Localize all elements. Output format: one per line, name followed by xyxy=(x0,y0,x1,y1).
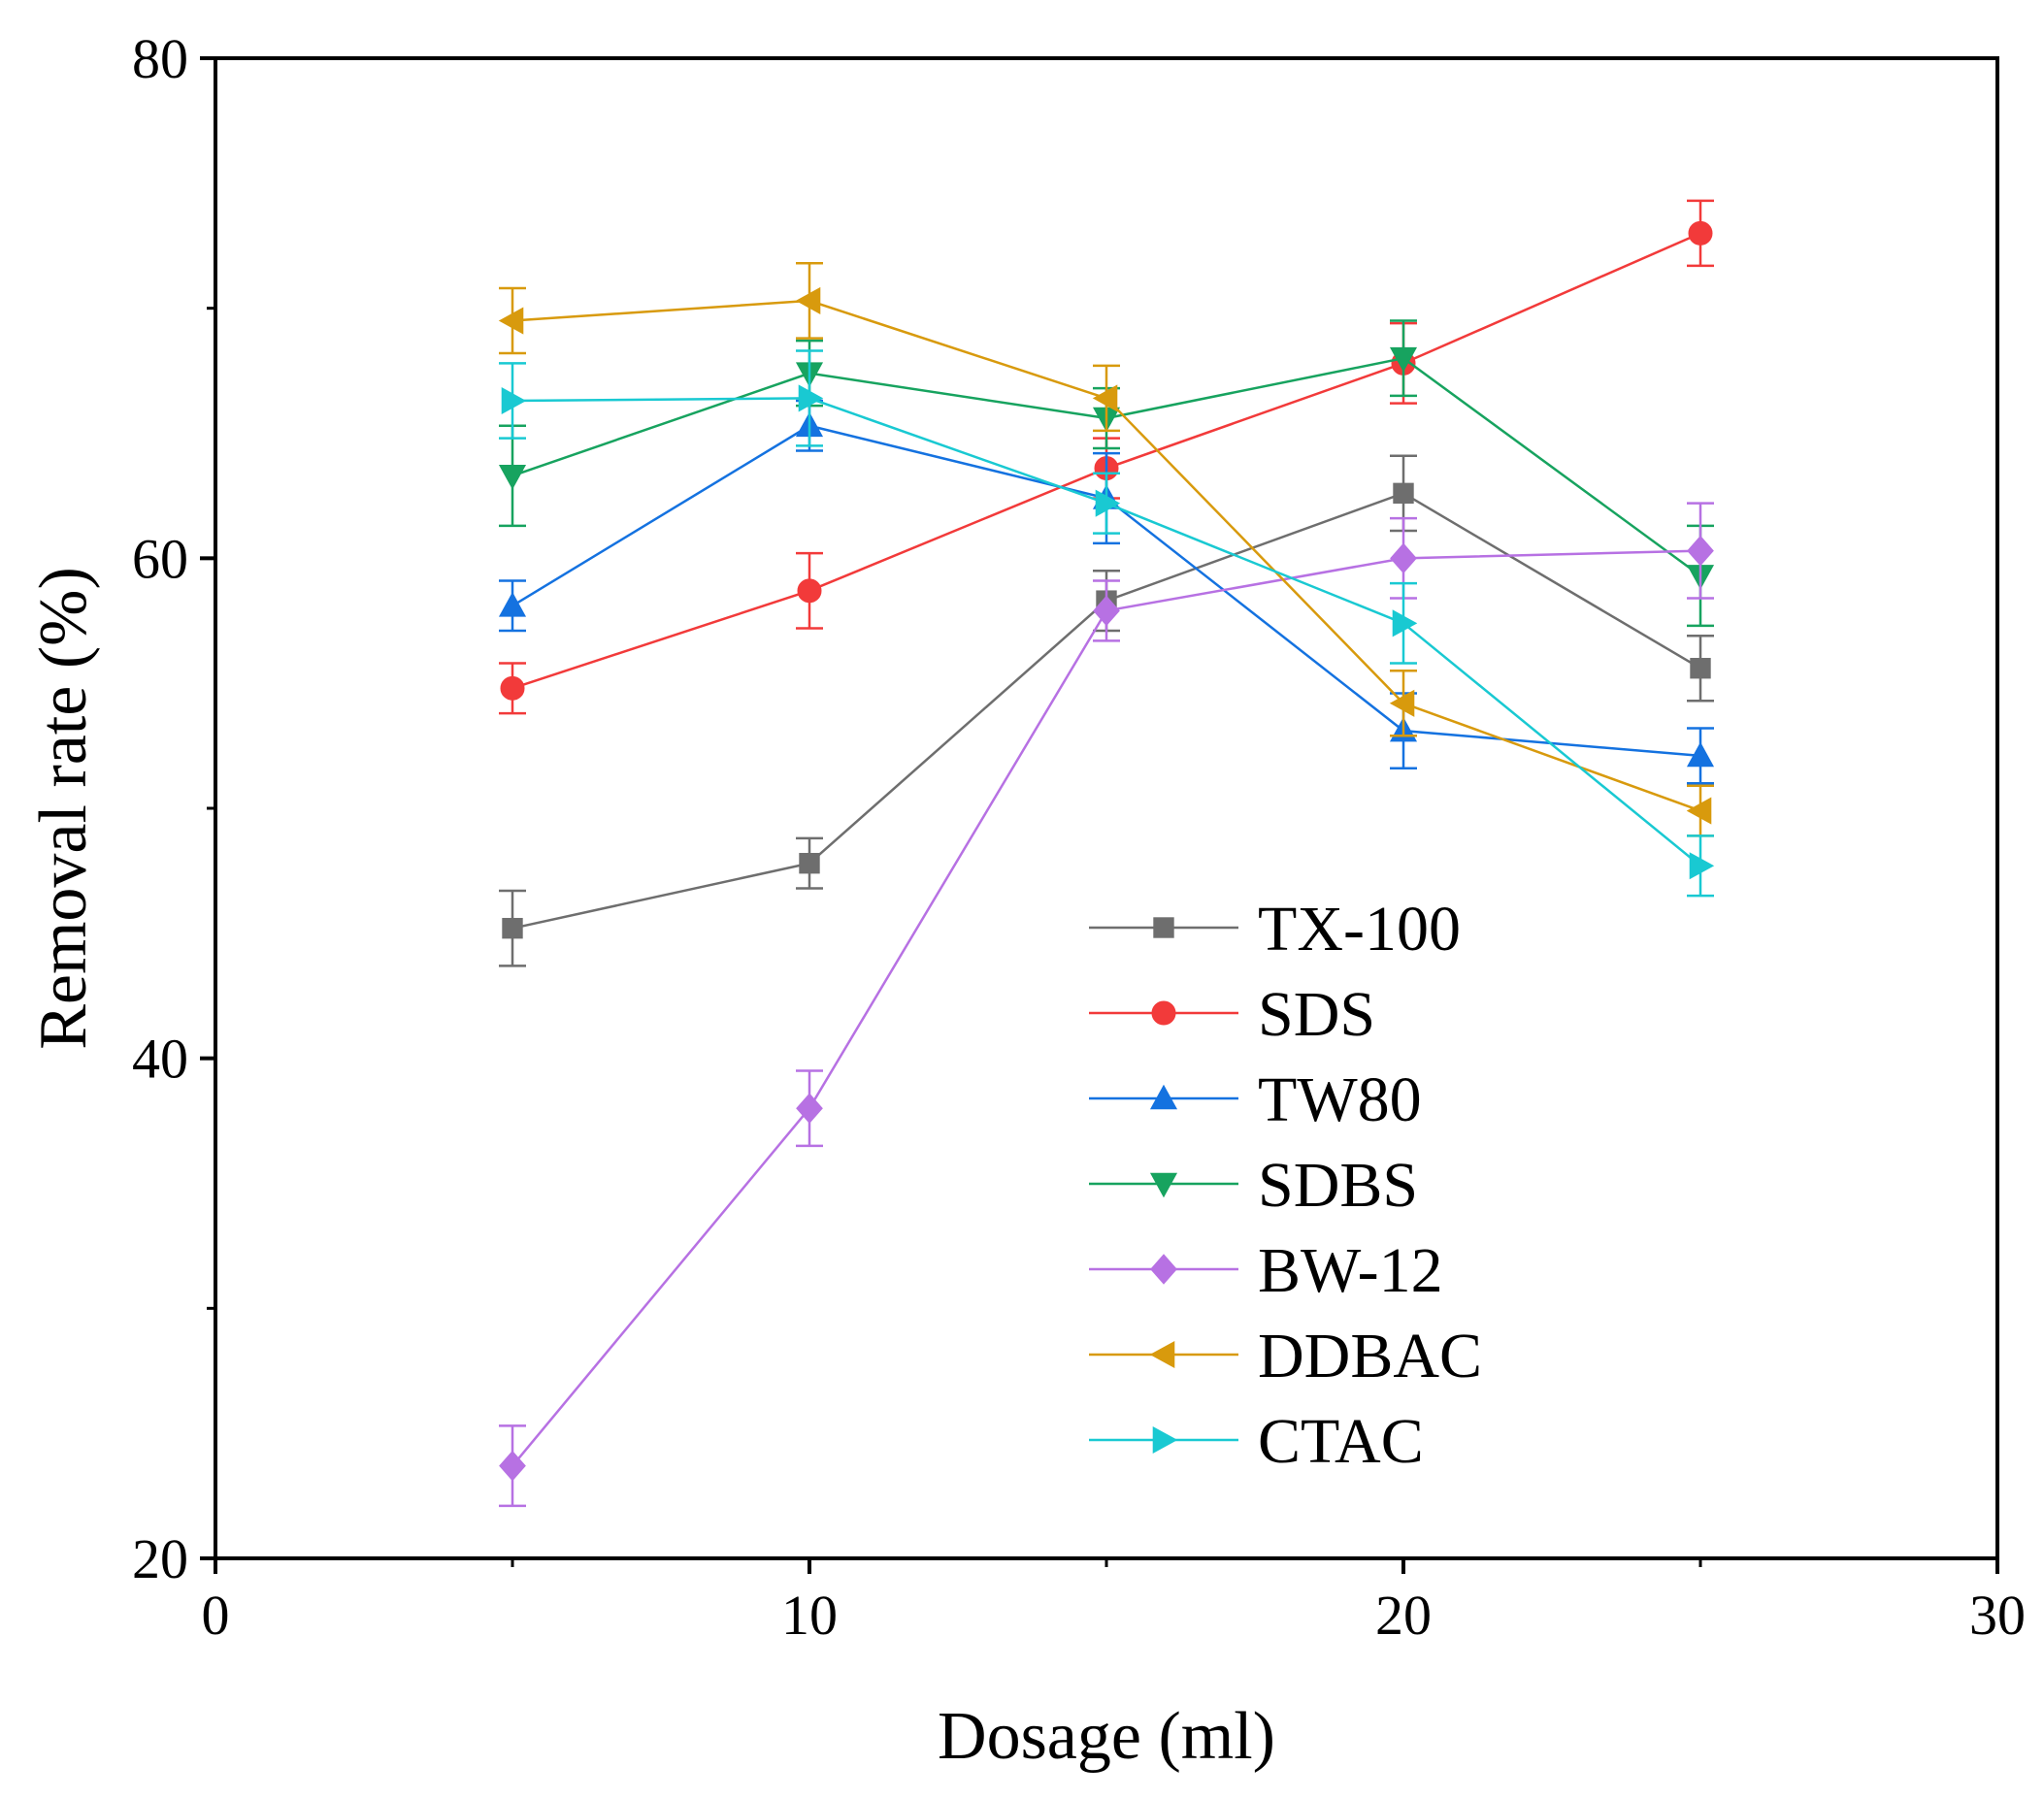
legend-item: DDBAC xyxy=(1089,1321,1482,1391)
legend-label: BW-12 xyxy=(1258,1235,1443,1306)
y-axis-title: Removal rate (%) xyxy=(26,567,101,1050)
y-tick-label: 80 xyxy=(132,27,188,90)
legend-label: DDBAC xyxy=(1258,1321,1482,1391)
data-point xyxy=(1095,489,1121,517)
legend-label: TX-100 xyxy=(1258,894,1461,965)
data-point xyxy=(498,465,527,490)
legend-item: SDBS xyxy=(1089,1150,1418,1221)
data-point xyxy=(1093,595,1120,627)
legend-item: CTAC xyxy=(1089,1406,1424,1477)
legend-marker xyxy=(1149,1172,1178,1198)
data-point xyxy=(499,1450,526,1482)
data-point xyxy=(1686,797,1712,825)
legend-label: SDS xyxy=(1258,979,1375,1050)
data-point xyxy=(1689,852,1715,880)
data-point xyxy=(498,307,524,335)
x-tick-label: 20 xyxy=(1375,1584,1432,1647)
data-point xyxy=(1688,220,1713,245)
legend-item: TX-100 xyxy=(1089,894,1461,965)
legend-marker xyxy=(1152,1425,1178,1455)
legend-label: SDBS xyxy=(1258,1150,1418,1221)
data-point xyxy=(1686,741,1715,768)
data-point xyxy=(1389,346,1418,373)
legend-marker xyxy=(1149,1340,1175,1369)
legend-label: TW80 xyxy=(1258,1064,1422,1135)
data-point xyxy=(1690,658,1711,679)
x-tick-label: 0 xyxy=(202,1584,230,1647)
x-tick-label: 10 xyxy=(781,1584,838,1647)
legend-marker xyxy=(1151,1000,1176,1026)
x-axis-title: Dosage (ml) xyxy=(938,1699,1275,1774)
y-tick-label: 20 xyxy=(132,1527,188,1590)
data-point xyxy=(798,384,824,412)
legend-marker xyxy=(1153,917,1174,938)
x-tick-label: 30 xyxy=(1969,1584,2026,1647)
legend-label: CTAC xyxy=(1258,1406,1424,1477)
data-point xyxy=(799,852,820,874)
series-ctac xyxy=(499,349,1715,898)
series-ddbac xyxy=(498,262,1714,837)
data-point xyxy=(1392,609,1418,638)
axes: 0 10 20 30 20 40 60 80 xyxy=(132,27,2026,1647)
data-point xyxy=(1092,384,1118,412)
legend-marker xyxy=(1149,1084,1178,1110)
data-point xyxy=(797,578,822,604)
data-point xyxy=(500,675,525,701)
data-point xyxy=(1389,689,1415,717)
legend: TX-100 SDS TW80 SDBS BW-12 DDBAC CTAC xyxy=(1089,894,1482,1477)
data-point xyxy=(796,1093,823,1124)
data-point xyxy=(1393,482,1414,505)
data-point xyxy=(501,386,527,415)
data-point xyxy=(498,592,527,617)
legend-item: SDS xyxy=(1089,979,1375,1050)
data-point xyxy=(1687,535,1714,567)
data-point xyxy=(1390,542,1417,574)
plot-marks xyxy=(498,199,1715,1508)
y-tick-label: 60 xyxy=(132,527,188,590)
legend-item: BW-12 xyxy=(1089,1235,1443,1306)
series-bw-12 xyxy=(499,502,1714,1508)
legend-item: TW80 xyxy=(1089,1064,1422,1135)
data-point xyxy=(502,917,523,939)
legend-marker xyxy=(1150,1254,1177,1285)
data-point xyxy=(795,286,821,314)
y-tick-label: 40 xyxy=(132,1028,188,1091)
